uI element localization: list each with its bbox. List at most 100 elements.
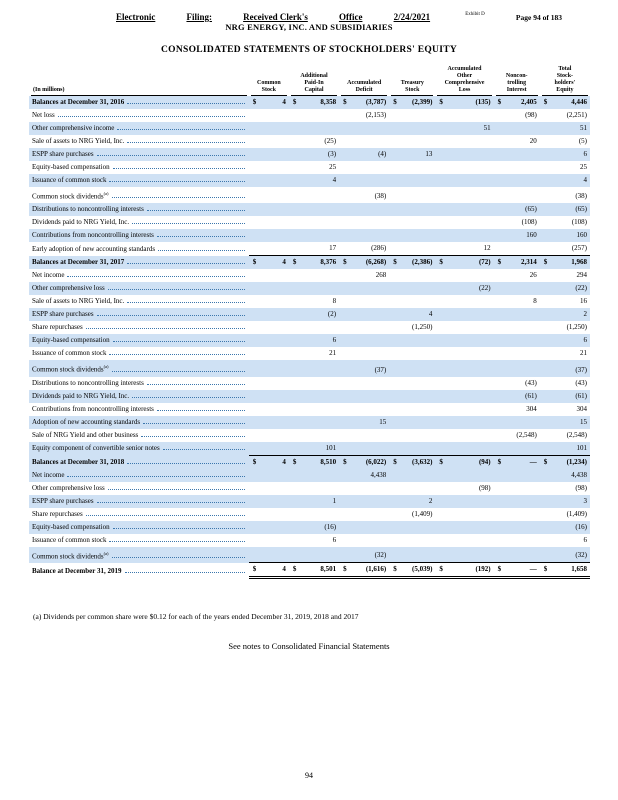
- stamp-word: Office: [338, 12, 363, 22]
- cell-value: $ (3,787): [343, 98, 387, 106]
- cell-value: [435, 203, 493, 216]
- cell-value: [389, 377, 435, 390]
- cell-value: [249, 547, 289, 563]
- table-row: Sale of assets to NRG Yield, Inc. 8 8 16: [29, 295, 590, 308]
- cell-value: [339, 321, 389, 334]
- cell-value: [435, 187, 493, 203]
- cell-value: [389, 334, 435, 347]
- row-label: Equity-based compensation: [29, 334, 249, 347]
- dotted-leader: [85, 514, 245, 516]
- dotted-leader: [57, 116, 245, 117]
- cell-value: [339, 482, 389, 495]
- cell-value: [249, 216, 289, 229]
- cell-value: [249, 482, 289, 495]
- cell-value: [435, 161, 493, 174]
- cell-value: $ (1,616): [339, 562, 390, 580]
- currency-symbol: $: [439, 98, 443, 106]
- dotted-leader: [107, 289, 245, 291]
- cell-value: $8,358: [292, 98, 337, 106]
- cell-value: [339, 521, 389, 534]
- cell-value: [339, 495, 389, 508]
- cell-value: 6: [583, 535, 588, 544]
- cell-value: (43): [525, 378, 537, 387]
- footnote-marker: (a): [103, 364, 109, 370]
- table-row: Balances at December 31, 2017 $4 $8,376 $ (6…: [29, 255, 590, 270]
- cell-value: (2,251): [566, 111, 587, 119]
- cell-value: 17: [329, 244, 337, 253]
- table-row: Net income 268 26 294: [29, 269, 590, 282]
- cell-value: $ (72): [435, 255, 494, 270]
- cell-value: (22): [478, 284, 491, 293]
- cell-value: [289, 282, 339, 295]
- cell-value: [289, 403, 339, 416]
- dotted-leader: [107, 488, 245, 490]
- row-label: Sale of NRG Yield and other business: [29, 429, 249, 442]
- cell-value: [435, 321, 493, 334]
- see-notes-line: See notes to Consolidated Financial Stat…: [228, 641, 390, 651]
- cell-value: [289, 321, 339, 334]
- row-label: Share repurchases: [29, 508, 249, 521]
- cell-value: [339, 203, 389, 216]
- cell-value: [435, 347, 493, 360]
- cell-value: [389, 295, 435, 308]
- company-title: NRG ENERGY, INC. AND SUBSIDIARIES: [225, 22, 393, 32]
- table-row: ESPP share purchases (3) (4) 13 6: [29, 148, 590, 161]
- cell-value: [339, 390, 389, 403]
- cell-value: 6: [583, 336, 588, 345]
- cell-value: 6: [332, 535, 337, 544]
- cell-value: [249, 148, 289, 161]
- cell-value: [339, 161, 389, 174]
- cell-value: [249, 495, 289, 508]
- dotted-leader: [67, 276, 245, 278]
- cell-value: [494, 469, 540, 482]
- cell-value: [249, 308, 289, 321]
- cell-value: $ (135): [439, 98, 491, 106]
- cell-value: [389, 442, 435, 456]
- dotted-leader: [141, 435, 245, 437]
- cell-value: $ (94): [435, 454, 494, 469]
- footnote-marker: (a): [103, 550, 109, 556]
- cell-value: [339, 174, 389, 187]
- cell-value: [339, 308, 389, 321]
- column-header-in-millions: (In millions): [29, 66, 249, 96]
- row-label: Issuance of common stock: [29, 534, 249, 547]
- cell-value: 6: [583, 150, 588, 158]
- row-label: Early adoption of new accounting standar…: [29, 242, 249, 256]
- cell-value: [289, 508, 339, 521]
- cell-value: [435, 334, 493, 347]
- cell-value: [494, 282, 540, 295]
- cell-value: [249, 135, 289, 148]
- cell-value: 12: [483, 244, 491, 253]
- currency-symbol: $: [497, 457, 502, 466]
- row-label: Net income: [29, 269, 249, 282]
- table-row: Dividends paid to NRG Yield, Inc. (61) (61…: [29, 389, 590, 403]
- cell-value: [289, 109, 339, 122]
- cell-value: [435, 109, 493, 122]
- table-row: Contributions from noncontrolling intere…: [29, 403, 590, 416]
- currency-symbol: $: [497, 565, 502, 574]
- cell-value: [389, 534, 435, 547]
- cell-value: (2,548): [516, 430, 537, 439]
- cell-value: [494, 242, 540, 256]
- cell-value: [339, 347, 389, 360]
- table-row: Balances at December 31, 2016 $4 $8,358 $ (3…: [29, 96, 590, 109]
- cell-value: $4,446: [543, 98, 587, 106]
- cell-value: [435, 216, 493, 229]
- row-label: Issuance of common stock: [29, 347, 249, 360]
- cell-value: [435, 229, 493, 242]
- cell-value: $8,376: [288, 255, 340, 270]
- currency-symbol: $: [343, 258, 347, 267]
- cell-value: [289, 390, 339, 403]
- cell-value: [494, 360, 540, 376]
- cell-value: [289, 187, 339, 203]
- dotted-leader: [111, 556, 245, 558]
- cell-value: (98): [575, 483, 587, 492]
- cell-value: [249, 534, 289, 547]
- cell-value: [494, 321, 540, 334]
- cell-value: [435, 521, 493, 534]
- cell-value: 21: [580, 349, 587, 358]
- dotted-leader: [162, 449, 245, 451]
- cell-value: [249, 269, 289, 282]
- cell-value: [339, 229, 389, 242]
- cell-value: [389, 216, 435, 229]
